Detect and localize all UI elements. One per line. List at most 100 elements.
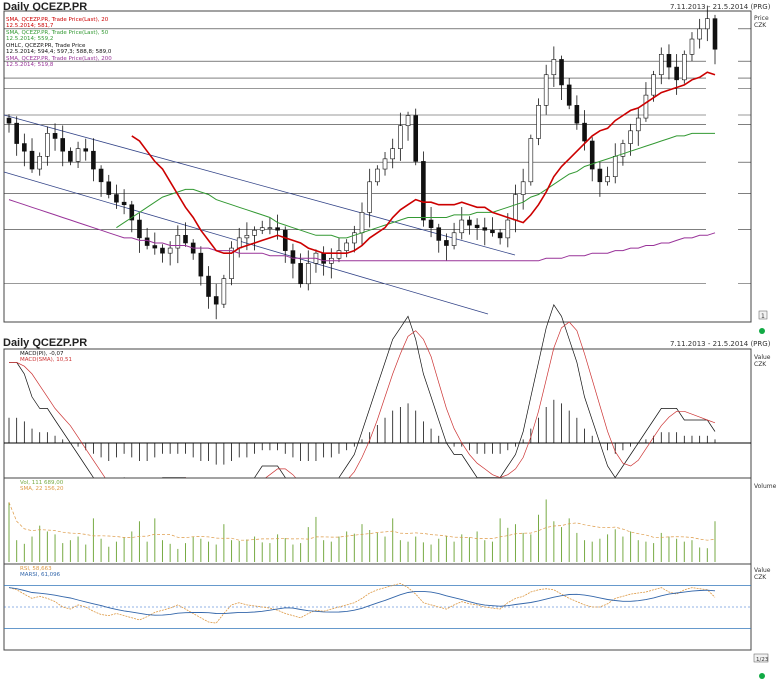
candle-down bbox=[106, 181, 112, 195]
candle-up bbox=[352, 232, 357, 244]
price-scroll-button[interactable] bbox=[758, 310, 768, 320]
candle-down bbox=[22, 143, 27, 152]
level-label-bg bbox=[706, 280, 738, 288]
candle-down bbox=[574, 105, 580, 124]
legend-sma20-value: 12.5.2014; 581,7 bbox=[6, 23, 54, 29]
rsi-scroll-label: 1/23 bbox=[756, 657, 769, 663]
candle-down bbox=[490, 229, 495, 234]
sma20-line bbox=[131, 71, 716, 254]
candle-up bbox=[382, 158, 388, 170]
candle-up bbox=[689, 38, 695, 55]
candle-down bbox=[114, 194, 119, 203]
candle-down bbox=[444, 240, 449, 246]
candle-up bbox=[236, 237, 242, 249]
candle-down bbox=[582, 122, 587, 142]
candle-up bbox=[37, 156, 42, 170]
level-label-bg bbox=[706, 25, 738, 33]
candle-down bbox=[666, 54, 672, 68]
candle-down bbox=[597, 168, 603, 183]
legend-ohlc-value: 12.5.2014; 594,4; 597,3; 588,8; 589,0 bbox=[6, 49, 112, 55]
candle-up bbox=[267, 227, 273, 229]
legend-sma20: SMA, QCEZP.PR, Trade Price(Last), 20 bbox=[6, 17, 109, 23]
candle-down bbox=[52, 133, 58, 139]
candle-up bbox=[252, 229, 257, 236]
macd-histogram bbox=[8, 399, 716, 465]
candle-up bbox=[543, 74, 549, 106]
candle-down bbox=[6, 117, 12, 124]
level-label-bg bbox=[706, 226, 738, 234]
candle-up bbox=[367, 181, 372, 213]
rsi-scroll-button[interactable] bbox=[753, 653, 769, 663]
legend-sma200: SMA, QCEZP.PR, Trade Price(Last), 200 bbox=[6, 56, 112, 62]
candle-down bbox=[83, 148, 89, 152]
candle-up bbox=[612, 156, 618, 177]
candle-up bbox=[229, 247, 234, 279]
chart-title-lower: Daily QCEZP.PR bbox=[3, 337, 88, 349]
candle-down bbox=[566, 84, 572, 106]
trend-line-upper bbox=[3, 114, 516, 256]
candle-up bbox=[682, 54, 687, 81]
candle-down bbox=[282, 229, 288, 251]
price-scroll-label: 1 bbox=[761, 313, 765, 320]
level-label-bg bbox=[706, 121, 738, 129]
candle-up bbox=[513, 194, 518, 221]
volume-sma-line bbox=[8, 502, 716, 541]
macd-legend-2: MACD(SMA), 10,51 bbox=[20, 357, 72, 363]
candle-up bbox=[390, 148, 395, 160]
candle-up bbox=[528, 138, 534, 183]
trend-line-lower bbox=[3, 171, 489, 315]
candle-down bbox=[129, 204, 135, 221]
macd-legend-1: MACD(PI), -0,07 bbox=[20, 351, 64, 357]
candle-down bbox=[206, 275, 211, 297]
price-unit-label: Price bbox=[754, 15, 769, 22]
candle-up bbox=[405, 115, 411, 127]
rsi-line bbox=[8, 582, 716, 624]
candle-down bbox=[137, 219, 142, 239]
candle-up bbox=[175, 235, 181, 249]
price-status-dot[interactable] bbox=[759, 328, 765, 334]
candle-down bbox=[474, 224, 480, 228]
candle-up bbox=[244, 235, 250, 239]
rsi-lines bbox=[8, 582, 716, 624]
marsi-line bbox=[8, 587, 716, 616]
level-label-bg bbox=[706, 158, 738, 166]
rsi-legend-2: MARSI, 61,096 bbox=[20, 572, 61, 578]
date-range-lower: 7.11.2013 - 21.5.2014 (PRG) bbox=[670, 340, 771, 348]
candle-up bbox=[635, 117, 641, 132]
candle-down bbox=[98, 168, 104, 183]
lower-status-dot[interactable] bbox=[759, 673, 765, 679]
candle-down bbox=[14, 122, 19, 144]
sma200-line bbox=[8, 199, 716, 262]
candle-down bbox=[68, 150, 73, 162]
candle-down bbox=[144, 237, 150, 246]
candle-down bbox=[183, 235, 188, 244]
candle-up bbox=[45, 133, 50, 157]
candle-down bbox=[121, 201, 127, 206]
legend-sma50: SMA, QCEZP.PR, Trade Price(Last), 50 bbox=[6, 30, 109, 36]
candle-up bbox=[167, 247, 173, 254]
candle-down bbox=[298, 263, 303, 285]
volume-axis-label: Volume bbox=[754, 483, 777, 490]
rsi-axis-label: Value bbox=[754, 567, 771, 574]
level-label-bg bbox=[706, 74, 738, 82]
candle-down bbox=[321, 252, 326, 264]
price-legend: SMA, QCEZP.PR, Trade Price(Last), 20 12.… bbox=[6, 17, 112, 68]
candle-up bbox=[221, 278, 227, 305]
candle-down bbox=[290, 250, 296, 264]
candle-up bbox=[375, 168, 380, 183]
legend-sma200-value: 12.5.2014; 519,8 bbox=[6, 62, 54, 68]
price-levels bbox=[4, 25, 751, 288]
legend-sma50-value: 12.5.2014; 559,2 bbox=[6, 36, 53, 42]
candle-up bbox=[520, 181, 526, 195]
candle-up bbox=[75, 148, 81, 162]
candle-down bbox=[413, 115, 419, 162]
candle-down bbox=[91, 150, 96, 170]
candle-down bbox=[428, 219, 434, 228]
candle-down bbox=[152, 245, 158, 249]
candle-down bbox=[421, 161, 426, 221]
rsi-guides bbox=[4, 585, 751, 629]
candle-up bbox=[705, 18, 710, 30]
candle-down bbox=[198, 252, 204, 277]
candle-down bbox=[275, 227, 280, 231]
candle-down bbox=[436, 227, 442, 241]
